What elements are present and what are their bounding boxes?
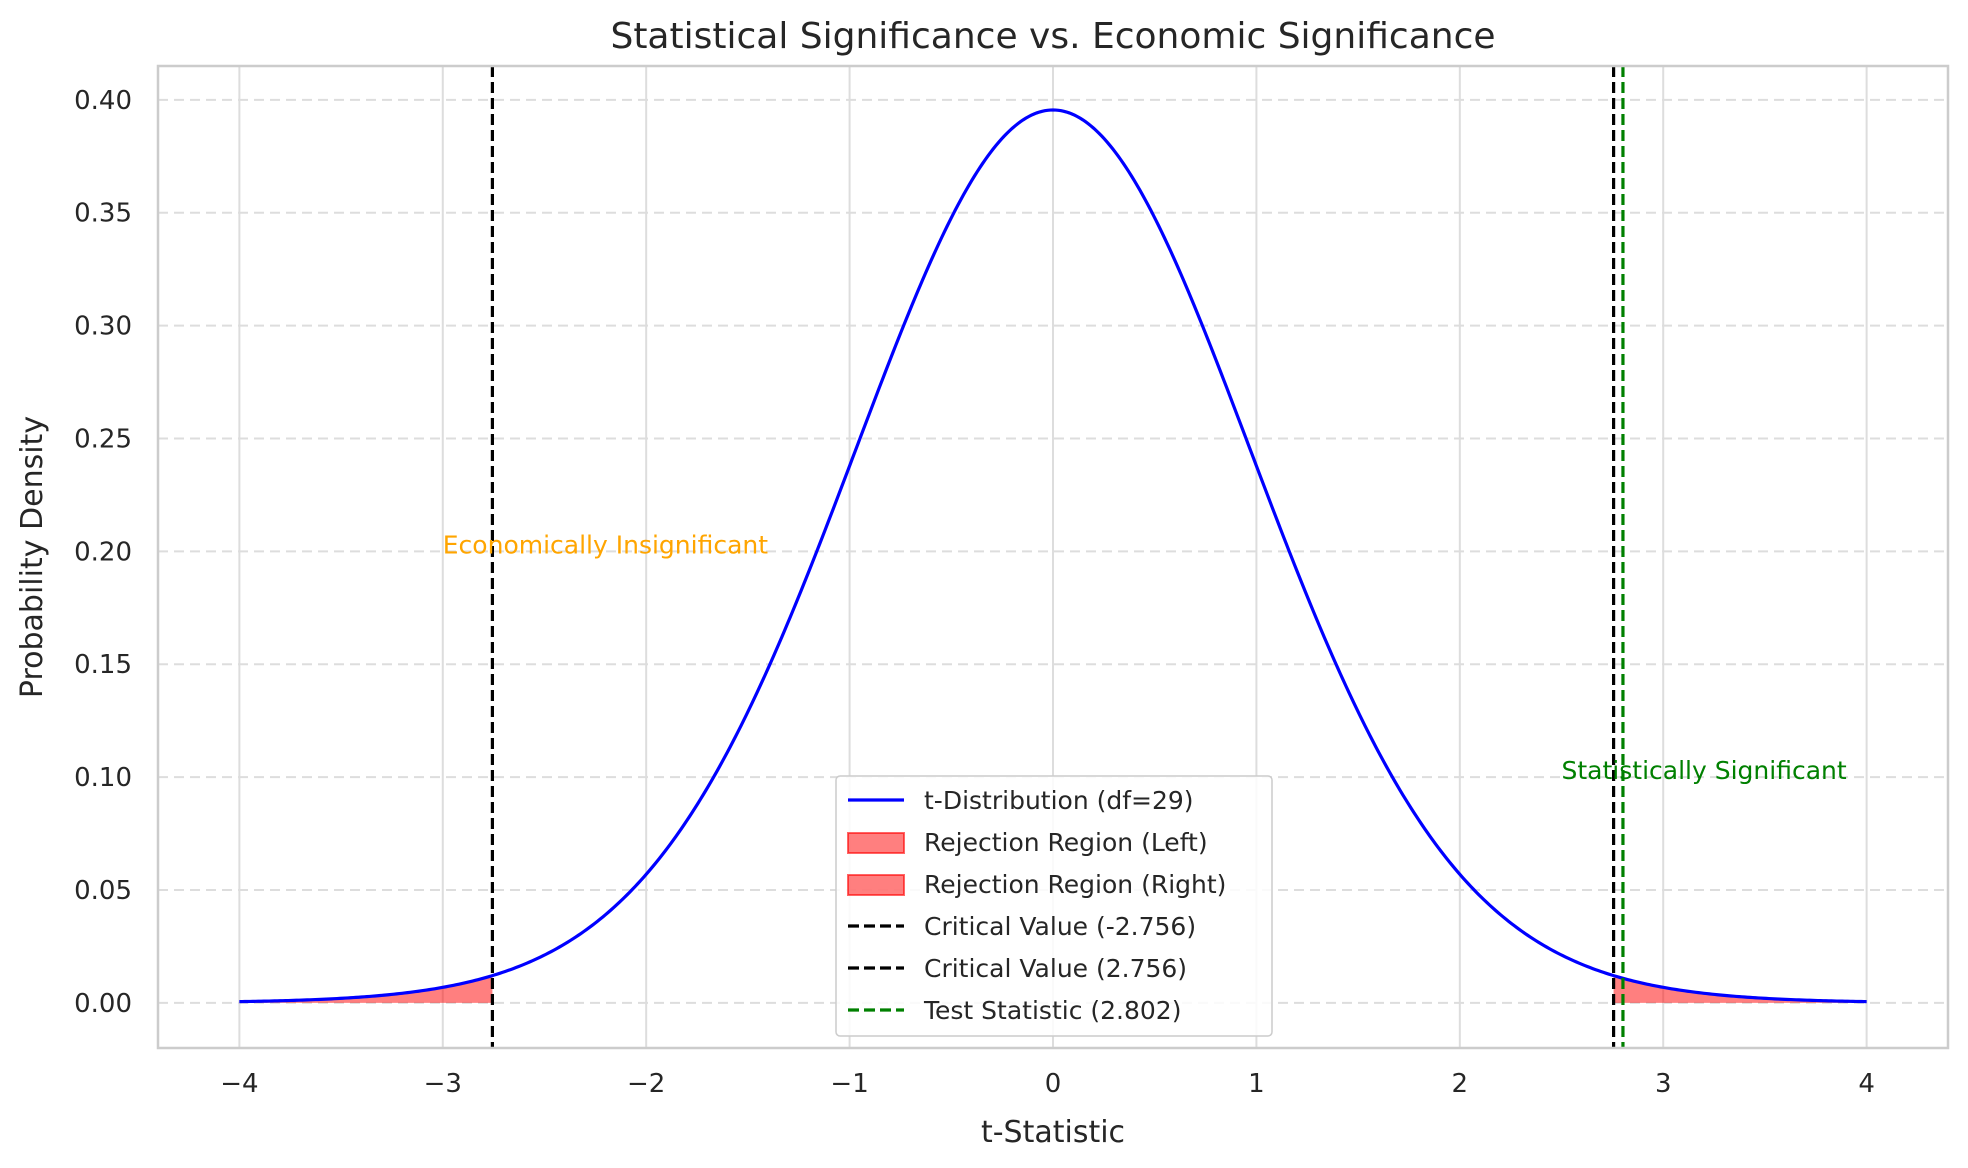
y-tick-label: 0.10 [74, 763, 132, 793]
legend-item-critical-right: Critical Value (2.756) [848, 954, 1187, 983]
legend-item-test-statistic: Test Statistic (2.802) [848, 996, 1181, 1025]
legend-item-rejection-left: Rejection Region (Left) [847, 828, 1208, 857]
x-tick-label: 0 [1045, 1069, 1062, 1099]
annotation-statistical: Statistically Significant [1562, 756, 1847, 785]
legend-swatch [847, 832, 905, 854]
legend-item-critical-left: Critical Value (-2.756) [848, 912, 1196, 941]
x-tick-label: −1 [830, 1069, 868, 1099]
x-tick-label: −2 [627, 1069, 665, 1099]
rejection-regions [239, 975, 1867, 1003]
legend-swatch [847, 874, 905, 896]
x-axis-label: t-Statistic [981, 1115, 1125, 1150]
annotations: Economically Insignificant Statistically … [443, 530, 1847, 785]
legend-item-rejection-right: Rejection Region (Right) [847, 870, 1226, 899]
y-axis-label: Probability Density [15, 416, 50, 698]
y-tick-label: 0.20 [74, 537, 132, 567]
legend-label: Rejection Region (Right) [924, 870, 1226, 899]
legend-label: Critical Value (2.756) [924, 954, 1187, 983]
annotation-economic: Economically Insignificant [443, 530, 768, 559]
x-tick-label: −3 [424, 1069, 462, 1099]
x-tick-label: −4 [220, 1069, 258, 1099]
y-tick-label: 0.30 [74, 312, 132, 342]
curves [239, 108, 1867, 1004]
rejection-region-right [1613, 975, 1867, 1003]
vertical-lines [490, 66, 1625, 1048]
plot-area: Economically Insignificant Statistically … [156, 64, 1950, 1050]
legend-label: Rejection Region (Left) [924, 828, 1208, 857]
legend-label: Critical Value (-2.756) [924, 912, 1196, 941]
y-tick-label: 0.25 [74, 424, 132, 454]
y-tick-label: 0.05 [74, 876, 132, 906]
y-tick-label: 0.35 [74, 199, 132, 229]
plot-border [156, 64, 1950, 1050]
x-tick-label: 3 [1655, 1069, 1672, 1099]
x-tick-label: 1 [1248, 1069, 1265, 1099]
legend-box [835, 775, 1273, 1037]
rejection-region-left [239, 975, 493, 1003]
y-tick-label: 0.40 [74, 86, 132, 116]
legend-item-distribution: t-Distribution (df=29) [848, 786, 1194, 815]
y-tick-label: 0.00 [74, 989, 132, 1019]
y-axis-ticks: 0.00 0.05 0.10 0.15 0.20 0.25 0.30 0.35 0.40 [74, 86, 132, 1019]
y-tick-label: 0.15 [74, 650, 132, 680]
x-tick-label: 4 [1858, 1069, 1875, 1099]
t-distribution-curve [239, 108, 1867, 1004]
legend-label: t-Distribution (df=29) [924, 786, 1194, 815]
x-axis-ticks: −4 −3 −2 −1 0 1 2 3 4 [220, 1069, 1875, 1099]
x-tick-label: 2 [1452, 1069, 1469, 1099]
chart-title: Statistical Significance vs. Economic Si… [610, 16, 1495, 57]
legend-label: Test Statistic (2.802) [923, 996, 1181, 1025]
legend: t-Distribution (df=29) Rejection Region (… [835, 775, 1273, 1037]
